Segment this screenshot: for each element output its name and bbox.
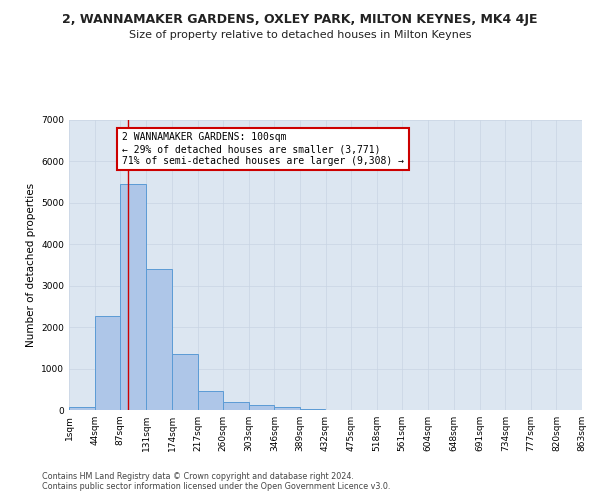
- Bar: [69, 406, 95, 410]
- Bar: [172, 354, 197, 410]
- Bar: [120, 184, 146, 410]
- Bar: [146, 269, 172, 410]
- Bar: [274, 406, 300, 410]
- Bar: [300, 409, 325, 410]
- Bar: [197, 392, 223, 410]
- Bar: [223, 402, 249, 410]
- Y-axis label: Number of detached properties: Number of detached properties: [26, 183, 35, 347]
- Text: 2 WANNAMAKER GARDENS: 100sqm
← 29% of detached houses are smaller (3,771)
71% of: 2 WANNAMAKER GARDENS: 100sqm ← 29% of de…: [122, 132, 404, 166]
- Bar: [249, 404, 274, 410]
- Text: Contains public sector information licensed under the Open Government Licence v3: Contains public sector information licen…: [42, 482, 391, 491]
- Text: 2, WANNAMAKER GARDENS, OXLEY PARK, MILTON KEYNES, MK4 4JE: 2, WANNAMAKER GARDENS, OXLEY PARK, MILTO…: [62, 12, 538, 26]
- Text: Size of property relative to detached houses in Milton Keynes: Size of property relative to detached ho…: [129, 30, 471, 40]
- Bar: [95, 316, 120, 410]
- Text: Contains HM Land Registry data © Crown copyright and database right 2024.: Contains HM Land Registry data © Crown c…: [42, 472, 354, 481]
